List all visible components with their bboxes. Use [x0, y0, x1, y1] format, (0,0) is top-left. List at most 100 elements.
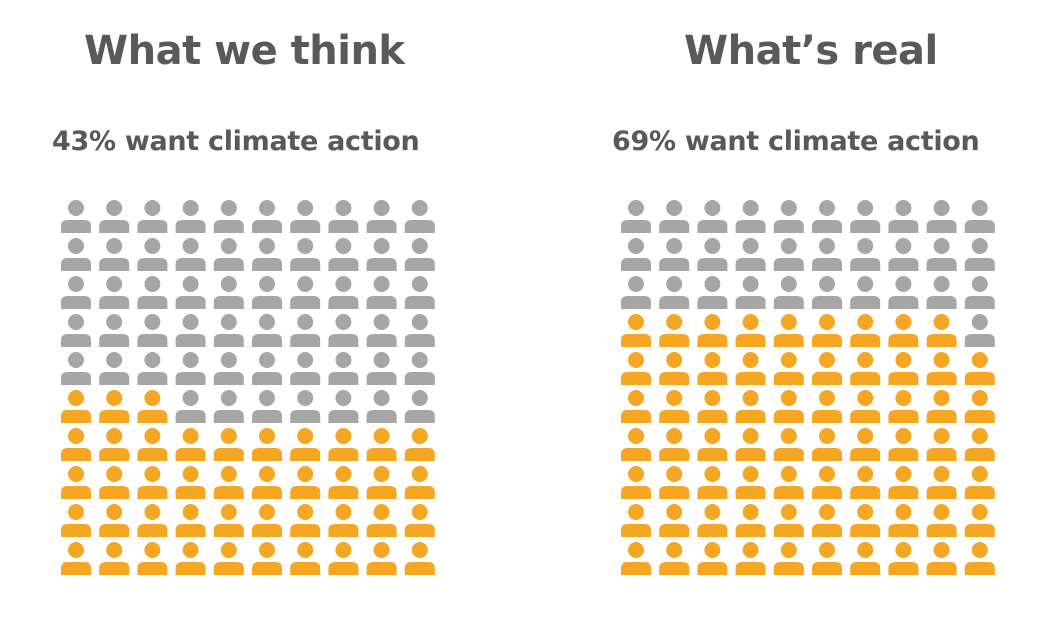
person-icon	[404, 352, 435, 385]
person-icon-highlighted	[99, 390, 130, 423]
person-icon-highlighted	[328, 504, 359, 537]
person-icon	[290, 200, 321, 233]
person-icon	[404, 238, 435, 271]
person-icon-highlighted	[926, 504, 957, 537]
person-icon	[99, 200, 130, 233]
person-icon-highlighted	[659, 504, 690, 537]
person-icon-highlighted	[773, 466, 804, 499]
person-icon	[926, 238, 957, 271]
person-icon	[366, 390, 397, 423]
person-icon-highlighted	[290, 428, 321, 461]
person-icon-highlighted	[735, 352, 766, 385]
person-icon	[888, 238, 919, 271]
person-icon-highlighted	[99, 504, 130, 537]
person-icon	[99, 314, 130, 347]
person-icon-highlighted	[659, 542, 690, 575]
person-icon	[850, 200, 881, 233]
person-icon-highlighted	[328, 542, 359, 575]
person-icon	[252, 238, 282, 271]
chart-title: What’s real	[684, 28, 938, 74]
person-icon-highlighted	[175, 504, 206, 537]
person-icon	[888, 276, 919, 309]
person-icon-highlighted	[213, 466, 244, 499]
person-icon-highlighted	[137, 466, 168, 499]
person-icon-highlighted	[404, 504, 435, 537]
person-icon-highlighted	[888, 390, 919, 423]
person-icon	[290, 390, 321, 423]
person-icon-highlighted	[175, 466, 206, 499]
person-icon-highlighted	[697, 352, 728, 385]
person-icon-highlighted	[213, 504, 244, 537]
person-icon	[252, 352, 282, 385]
pictogram-grid	[61, 200, 435, 575]
person-icon-highlighted	[99, 428, 130, 461]
person-icon	[366, 314, 397, 347]
person-icon-highlighted	[850, 352, 881, 385]
person-icon	[328, 238, 359, 271]
person-icon-highlighted	[404, 428, 435, 461]
person-icon	[366, 276, 397, 309]
person-icon-highlighted	[926, 428, 957, 461]
person-icon	[328, 276, 359, 309]
person-icon	[290, 352, 321, 385]
person-icon	[964, 200, 995, 233]
person-icon	[290, 238, 321, 271]
person-icon-highlighted	[697, 428, 728, 461]
person-icon	[621, 276, 651, 309]
person-icon-highlighted	[926, 314, 957, 347]
person-icon-highlighted	[137, 504, 168, 537]
person-icon	[328, 200, 359, 233]
person-icon	[61, 352, 91, 385]
person-icon-highlighted	[773, 428, 804, 461]
person-icon	[175, 238, 206, 271]
person-icon-highlighted	[773, 352, 804, 385]
person-icon	[773, 276, 804, 309]
person-icon-highlighted	[175, 428, 206, 461]
person-icon	[697, 276, 728, 309]
person-icon-highlighted	[659, 466, 690, 499]
person-icon	[735, 238, 766, 271]
person-icon-highlighted	[926, 352, 957, 385]
person-icon	[99, 276, 130, 309]
person-icon-highlighted	[290, 504, 321, 537]
person-icon	[964, 238, 995, 271]
person-icon-highlighted	[850, 504, 881, 537]
person-icon-highlighted	[888, 352, 919, 385]
person-icon-highlighted	[773, 504, 804, 537]
person-icon-highlighted	[735, 466, 766, 499]
person-icon-highlighted	[888, 314, 919, 347]
person-icon	[175, 200, 206, 233]
chart-title: What we think	[84, 28, 405, 74]
person-icon-highlighted	[290, 542, 321, 575]
person-icon	[252, 314, 282, 347]
person-icon-highlighted	[137, 428, 168, 461]
person-icon	[328, 352, 359, 385]
person-icon	[850, 238, 881, 271]
person-icon-highlighted	[888, 542, 919, 575]
person-icon	[175, 276, 206, 309]
person-icon-highlighted	[621, 504, 651, 537]
person-icon	[213, 314, 244, 347]
person-icon	[964, 314, 995, 347]
person-icon	[773, 200, 804, 233]
person-icon	[926, 200, 957, 233]
chart-subtitle: 43% want climate action	[52, 126, 420, 157]
person-icon-highlighted	[61, 542, 91, 575]
person-icon-highlighted	[621, 542, 651, 575]
person-icon	[659, 200, 690, 233]
person-icon-highlighted	[850, 390, 881, 423]
person-icon	[290, 276, 321, 309]
person-icon	[366, 238, 397, 271]
person-icon	[773, 238, 804, 271]
person-icon-highlighted	[735, 314, 766, 347]
person-icon	[175, 390, 206, 423]
person-icon-highlighted	[61, 504, 91, 537]
person-icon-highlighted	[404, 542, 435, 575]
person-icon-highlighted	[812, 390, 842, 423]
person-icon	[137, 352, 168, 385]
person-icon-highlighted	[926, 466, 957, 499]
person-icon	[659, 238, 690, 271]
person-icon-highlighted	[964, 542, 995, 575]
person-icon-highlighted	[252, 542, 282, 575]
person-icon-highlighted	[735, 428, 766, 461]
